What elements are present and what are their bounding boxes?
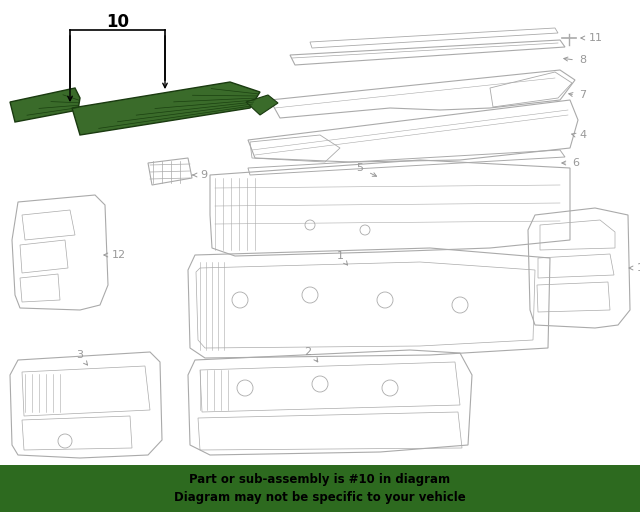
- Text: 12: 12: [112, 250, 126, 260]
- Text: 8: 8: [579, 55, 586, 65]
- Polygon shape: [10, 88, 80, 122]
- Text: 2: 2: [305, 347, 312, 357]
- Text: 4: 4: [579, 130, 586, 140]
- Polygon shape: [72, 82, 260, 135]
- Text: 3: 3: [77, 350, 83, 360]
- Polygon shape: [246, 95, 278, 115]
- Text: Diagram may not be specific to your vehicle: Diagram may not be specific to your vehi…: [174, 490, 466, 503]
- Text: 12: 12: [637, 263, 640, 273]
- Text: 7: 7: [579, 90, 586, 100]
- Text: 6: 6: [572, 158, 579, 168]
- Text: 1: 1: [337, 251, 344, 261]
- Text: 5: 5: [356, 163, 364, 173]
- Text: 10: 10: [106, 13, 129, 31]
- Text: Part or sub-assembly is #10 in diagram: Part or sub-assembly is #10 in diagram: [189, 474, 451, 486]
- Bar: [0, 465, 640, 512]
- Text: 9: 9: [200, 170, 207, 180]
- Text: 11: 11: [589, 33, 603, 43]
